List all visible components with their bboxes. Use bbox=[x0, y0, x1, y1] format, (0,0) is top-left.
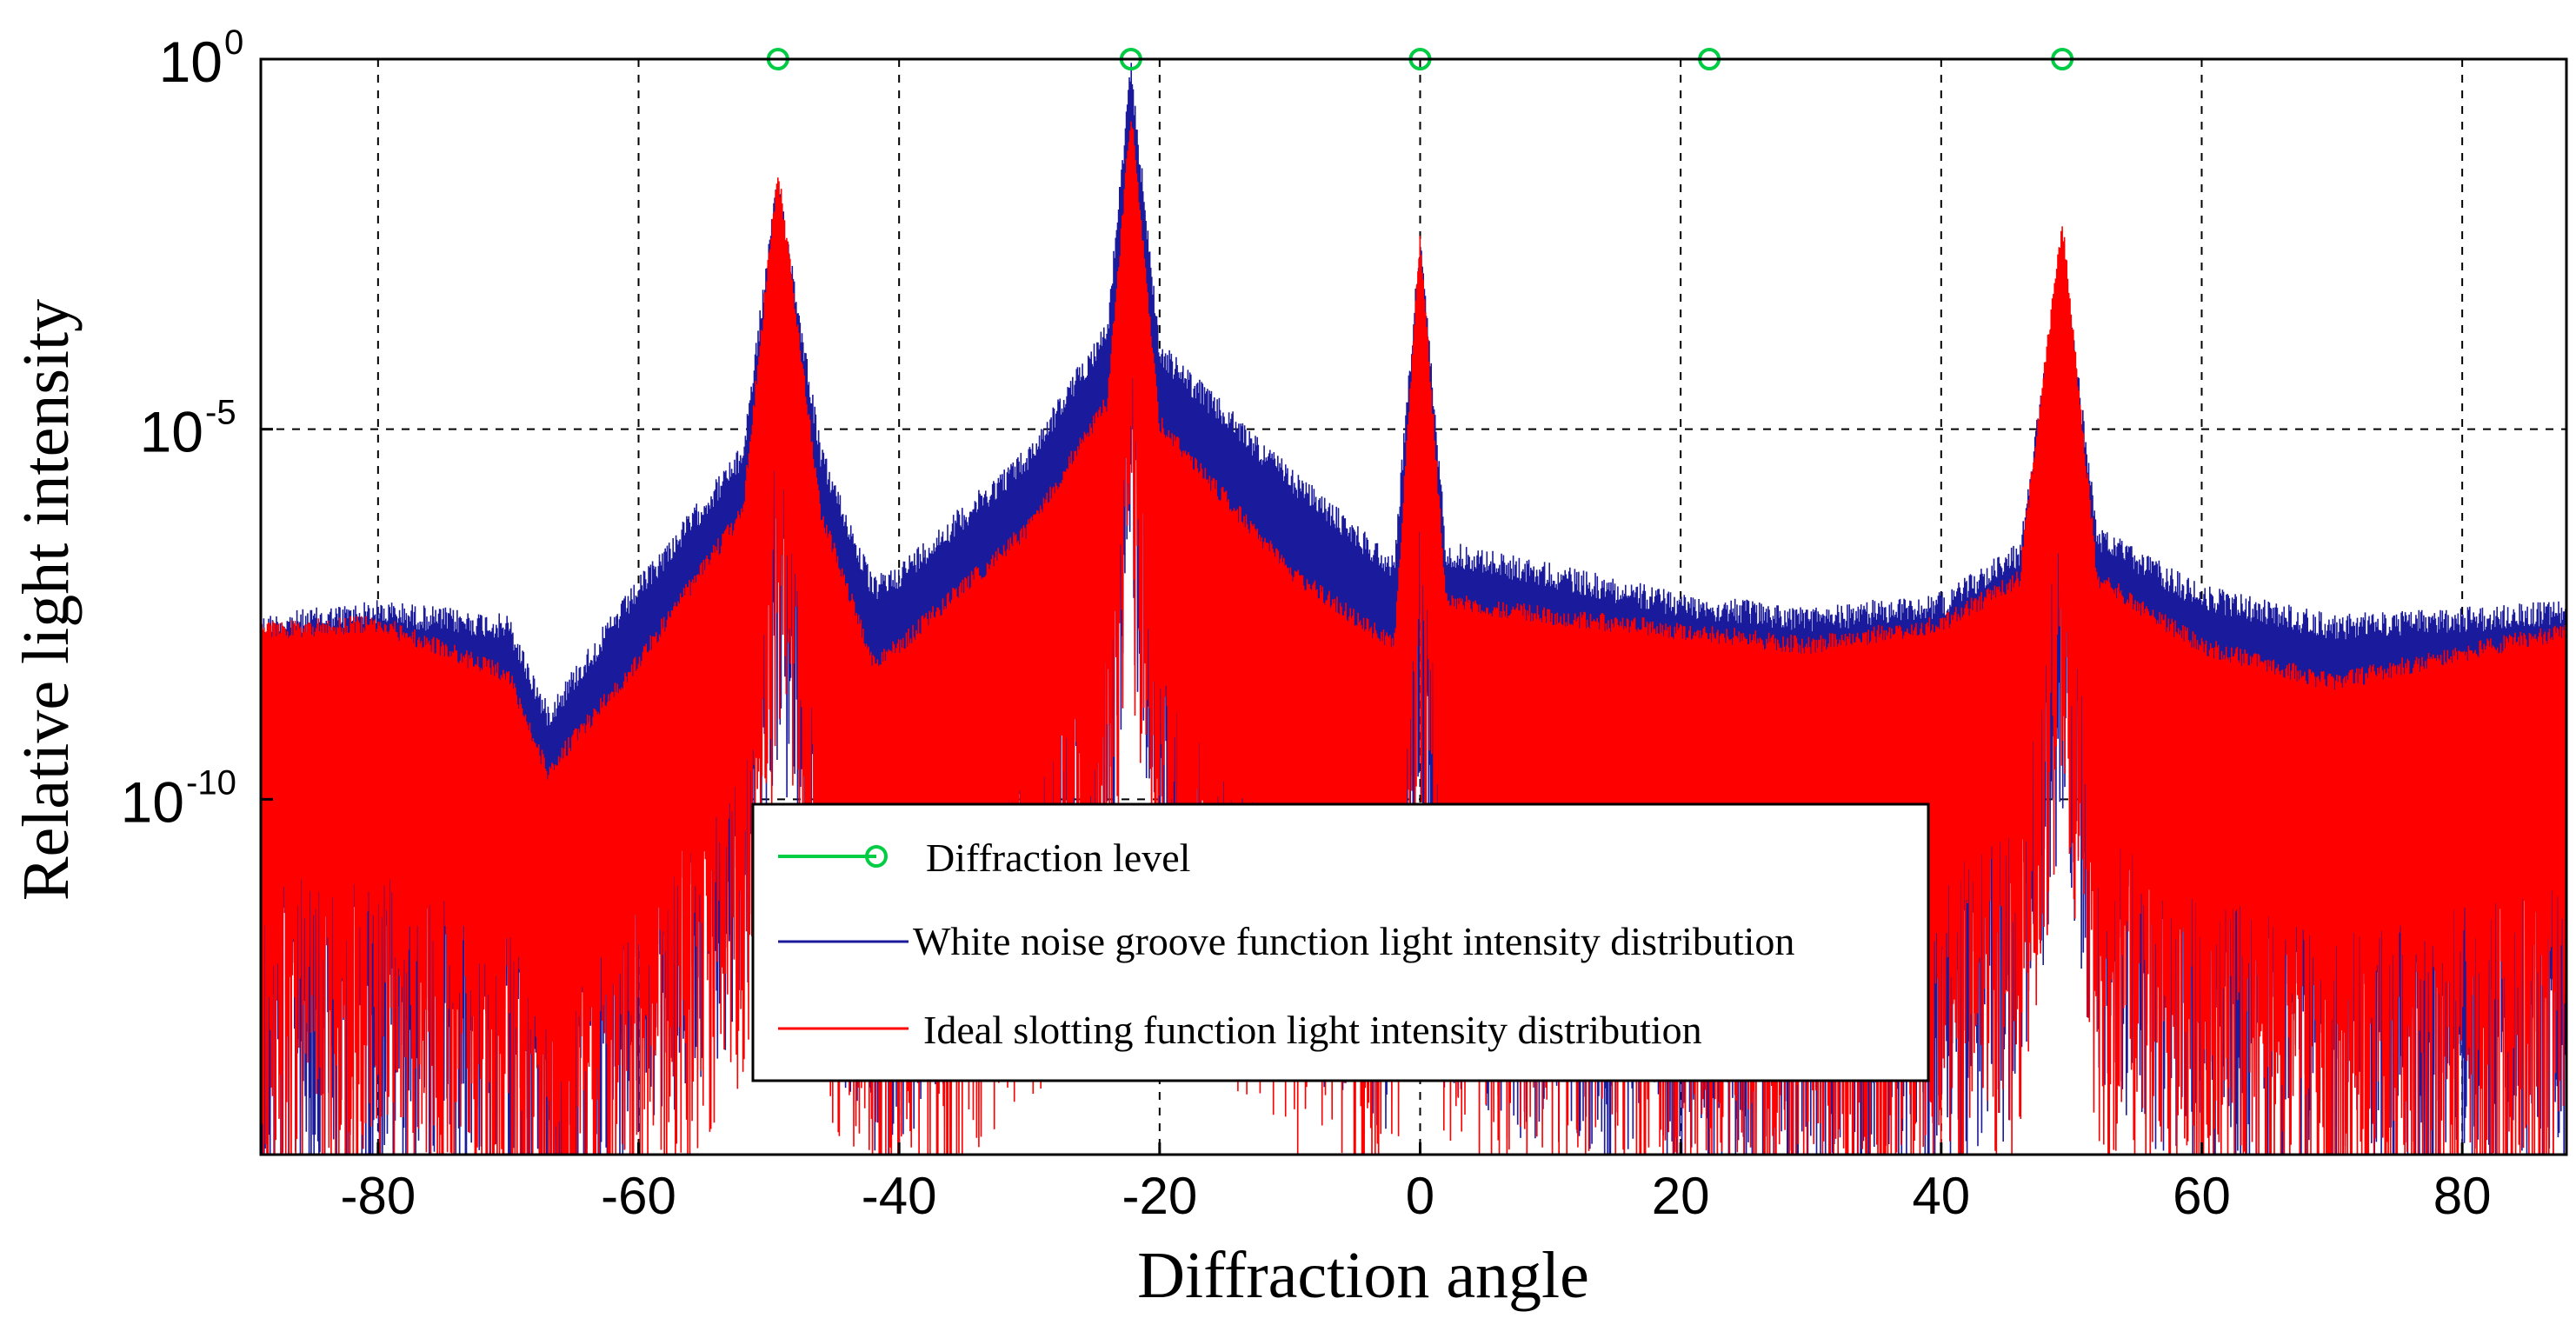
x-tick-label: -80 bbox=[340, 1167, 416, 1225]
legend-box bbox=[751, 802, 1930, 1082]
y-tick-base: 10 bbox=[140, 400, 203, 464]
x-tick-label: 40 bbox=[1912, 1167, 1970, 1225]
x-tick-label: 20 bbox=[1652, 1167, 1710, 1225]
x-axis-title: Diffraction angle bbox=[1137, 1239, 1589, 1312]
plot-frame bbox=[259, 57, 2568, 1156]
x-tick-label: 80 bbox=[2433, 1167, 2492, 1225]
legend-label-ideal-slotting: Ideal slotting function light intensity … bbox=[923, 1008, 1702, 1052]
legend: Diffraction level White noise groove fun… bbox=[751, 802, 1930, 1082]
x-tick-label: 60 bbox=[2173, 1167, 2231, 1225]
plot-area bbox=[261, 63, 2566, 1155]
y-tick-exponent: 0 bbox=[224, 23, 243, 62]
y-tick-exponent: -5 bbox=[205, 394, 236, 432]
y-axis-title: Relative light intensity bbox=[10, 299, 83, 901]
legend-label-diffraction-level: Diffraction level bbox=[926, 836, 1190, 880]
legend-label-white-noise: White noise groove function light intens… bbox=[913, 919, 1794, 963]
series-line-ideal-slotting bbox=[261, 121, 2566, 1155]
y-tick-label: 10 0 bbox=[159, 23, 244, 94]
y-tick-base: 10 bbox=[159, 30, 223, 94]
y-tick-exponent: -10 bbox=[186, 763, 236, 802]
x-tick-label: -40 bbox=[862, 1167, 937, 1225]
x-tick-label: -60 bbox=[601, 1167, 676, 1225]
legend-marker-diffraction-level bbox=[865, 845, 888, 868]
y-tick-base: 10 bbox=[121, 769, 184, 834]
x-tick-label: -20 bbox=[1122, 1167, 1197, 1225]
x-tick-label: 0 bbox=[1406, 1167, 1434, 1225]
y-tick-label: 10 -10 bbox=[121, 763, 236, 834]
y-tick-label: 10 -5 bbox=[140, 394, 236, 464]
